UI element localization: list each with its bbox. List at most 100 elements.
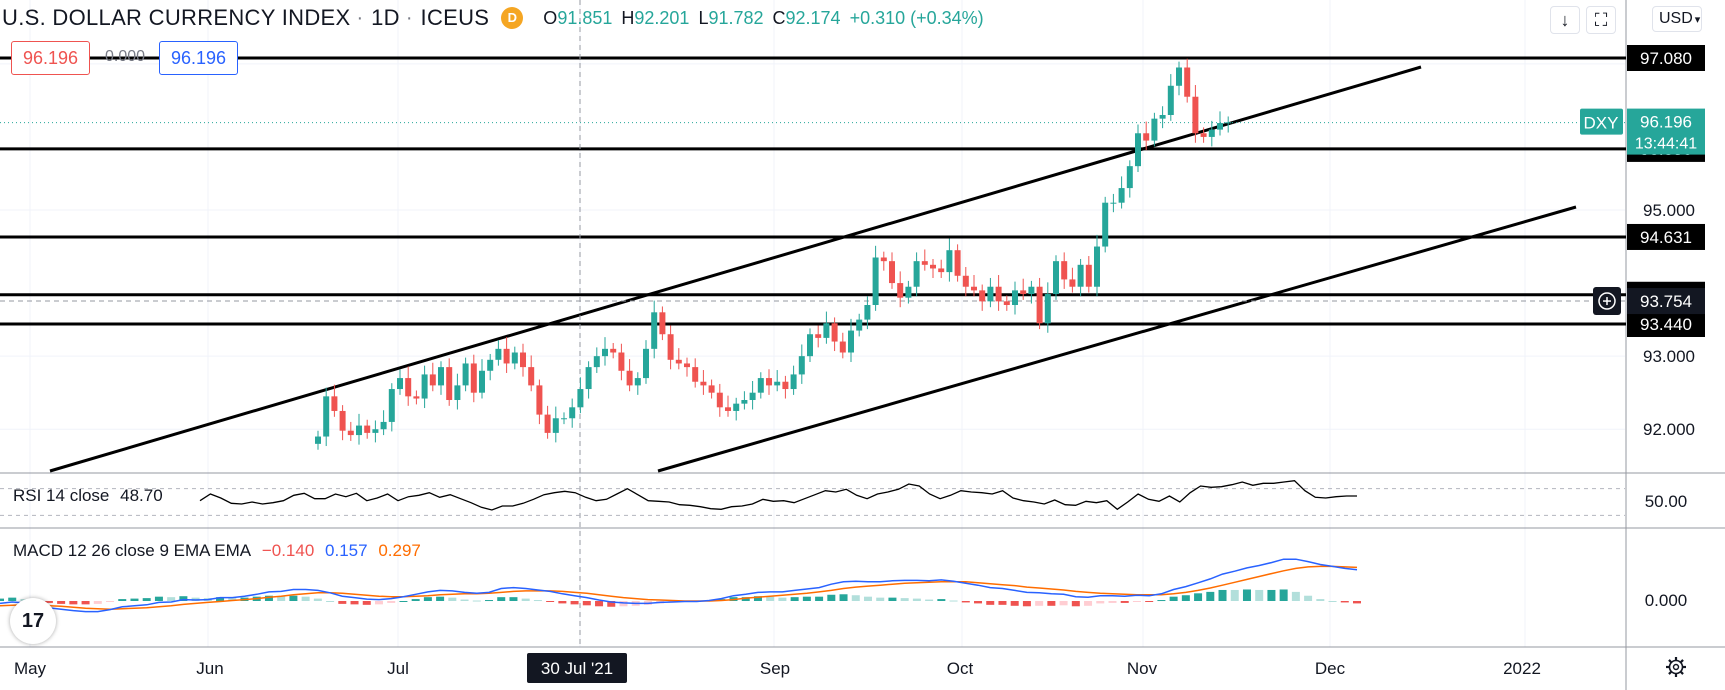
macd-histogram-bar xyxy=(1010,601,1019,606)
candle-body xyxy=(675,359,682,364)
macd-histogram-bar xyxy=(1291,591,1300,601)
candle-body xyxy=(733,403,740,411)
macd-histogram-bar xyxy=(1230,589,1239,601)
x-axis-tick-label: Jun xyxy=(196,659,223,678)
candle-body xyxy=(634,378,641,386)
macd-histogram-bar xyxy=(741,597,750,601)
ohlc-low-value: 91.782 xyxy=(708,7,764,28)
candle-body xyxy=(454,385,461,400)
x-axis-tick-label: Oct xyxy=(947,659,974,678)
macd-histogram-bar xyxy=(0,598,4,601)
candle-body xyxy=(1126,166,1133,189)
candle-body xyxy=(356,425,362,436)
ohlc-high-value: 92.201 xyxy=(634,7,690,28)
macd-histogram-bar xyxy=(411,599,420,601)
y-axis-tick-label: 95.000 xyxy=(1643,201,1695,220)
candle-body xyxy=(979,290,986,302)
macd-histogram-bar xyxy=(1242,589,1251,601)
candle-body xyxy=(905,286,912,298)
spread-value: 0.000 xyxy=(105,48,146,65)
candle-body xyxy=(520,352,526,368)
level-price-tag xyxy=(1627,223,1705,250)
level-price-tag xyxy=(1627,311,1705,337)
candle-body xyxy=(602,348,608,357)
delayed-data-badge-icon[interactable]: D xyxy=(501,7,524,29)
macd-histogram-bar xyxy=(313,598,322,601)
macd-histogram-bar xyxy=(69,601,78,605)
currency-select[interactable]: USD ▾ xyxy=(1652,6,1702,32)
ohlc-high-key: H xyxy=(621,7,635,28)
candle-body xyxy=(413,396,420,399)
channel-lower-line xyxy=(657,205,1577,473)
gear-tooth xyxy=(1680,659,1684,663)
x-axis-tick-label: Jul xyxy=(387,659,409,678)
candle-body xyxy=(323,396,330,437)
macd-histogram-bar xyxy=(338,601,347,604)
sell-price-button[interactable]: 96.196 xyxy=(11,41,91,75)
macd-histogram-bar xyxy=(974,601,983,604)
macd-histogram-bar xyxy=(753,596,762,601)
macd-histogram-bar xyxy=(839,594,848,601)
candle-body xyxy=(315,436,321,444)
macd-histogram-bar xyxy=(93,601,102,604)
macd-histogram-bar xyxy=(595,601,604,607)
macd-histogram-bar xyxy=(986,601,995,605)
candle-body xyxy=(561,418,567,420)
candle-body xyxy=(1094,246,1100,287)
candle-body xyxy=(585,367,592,390)
macd-histogram-bar xyxy=(1132,601,1141,602)
macd-histogram-bar xyxy=(802,596,811,601)
symbol-title[interactable]: U.S. DOLLAR CURRENCY INDEX xyxy=(2,5,351,30)
ohlc-low-key: L xyxy=(698,7,709,28)
macd-histogram-bar xyxy=(1194,593,1203,601)
candle-body xyxy=(667,334,674,360)
candle-body xyxy=(1192,96,1199,134)
candle-body xyxy=(569,407,576,419)
macd-histogram-bar xyxy=(118,599,127,601)
candle-body xyxy=(1143,133,1150,141)
candle-body xyxy=(511,352,518,364)
download-icon[interactable]: ↓ xyxy=(1550,6,1580,34)
crosshair-date-label: 30 Jul '21 xyxy=(541,659,613,678)
macd-histogram-bar xyxy=(362,601,371,605)
macd-histogram-bar xyxy=(900,598,909,601)
candle-body xyxy=(1069,279,1076,287)
fullscreen-icon[interactable]: ⛶ xyxy=(1586,6,1616,34)
macd-histogram-bar xyxy=(448,597,457,601)
candle-body xyxy=(700,381,707,386)
macd-histogram-bar xyxy=(460,599,469,601)
tradingview-logo[interactable]: 17 xyxy=(10,598,56,644)
macd-histogram-bar xyxy=(216,597,225,601)
y-axis-tick-label: 92.000 xyxy=(1643,420,1695,439)
candle-body xyxy=(1200,133,1207,137)
interval-label[interactable]: 1D xyxy=(371,5,400,30)
macd-histogram-bar xyxy=(509,597,518,601)
macd-histogram-bar xyxy=(1022,601,1031,607)
candle-body xyxy=(487,359,494,371)
candle-body xyxy=(774,381,781,386)
macd-histogram-bar xyxy=(827,594,836,601)
candle-body xyxy=(1077,264,1084,287)
macd-histogram-bar xyxy=(326,601,335,602)
candle-body xyxy=(405,378,412,397)
macd-legend: MACD 12 26 close 9 EMA EMA −0.140 0.157 … xyxy=(13,541,427,561)
candle-body xyxy=(971,286,977,291)
macd-histogram-bar xyxy=(264,595,273,601)
macd-histogram-bar xyxy=(1340,601,1349,603)
macd-histogram-bar xyxy=(1181,595,1190,601)
candle-body xyxy=(364,425,371,433)
macd-histogram-bar xyxy=(546,601,555,602)
macd-histogram-bar xyxy=(533,600,542,602)
macd-histogram-bar xyxy=(1353,601,1361,604)
macd-histogram-bar xyxy=(1059,601,1068,606)
candle-body xyxy=(856,319,863,331)
candle-body xyxy=(347,430,354,436)
macd-histogram-bar xyxy=(1169,596,1178,601)
candle-body xyxy=(725,407,731,411)
x-axis-tick-label: Nov xyxy=(1127,659,1158,678)
candle-body xyxy=(1217,123,1223,130)
buy-price-button[interactable]: 96.196 xyxy=(159,41,239,75)
candle-body xyxy=(831,323,838,342)
macd-histogram-bar xyxy=(1108,601,1117,603)
